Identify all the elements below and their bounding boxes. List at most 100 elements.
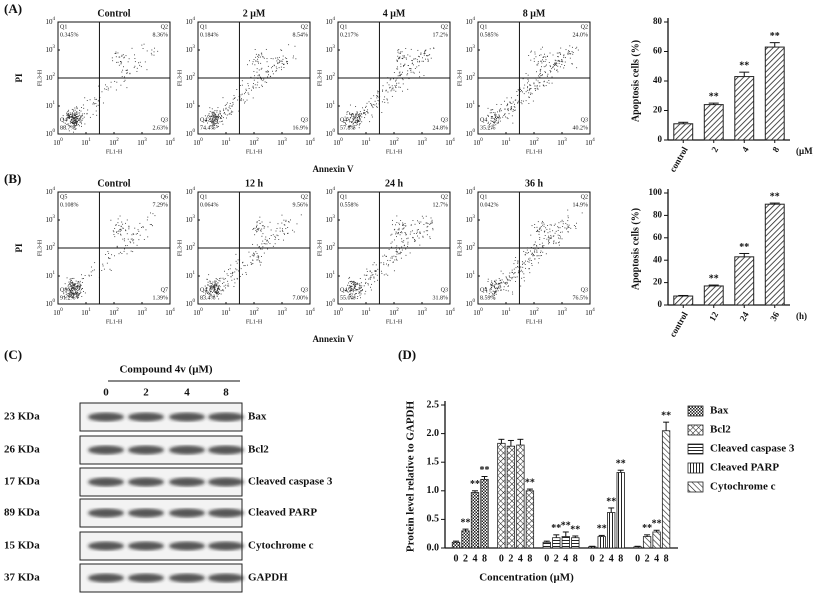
event-dot — [216, 127, 218, 128]
event-dot — [109, 257, 111, 259]
event-dot — [358, 287, 360, 289]
event-dot — [66, 124, 68, 125]
legend-label: Bax — [710, 405, 729, 417]
event-dot — [281, 214, 283, 216]
event-dot — [221, 115, 222, 116]
event-dot — [539, 69, 541, 71]
event-dot — [490, 286, 492, 288]
significance: ** — [470, 479, 480, 490]
event-dot — [363, 285, 365, 287]
x-tick-label: 101 — [81, 138, 91, 146]
tick-base: 10 — [501, 139, 509, 147]
event-dot — [538, 82, 540, 84]
event-dot — [263, 227, 265, 229]
event-dot — [528, 92, 530, 94]
event-dot — [500, 108, 502, 110]
event-dot — [276, 68, 278, 70]
event-dot — [247, 92, 249, 94]
event-dot — [355, 293, 357, 295]
event-dot — [352, 118, 354, 119]
event-dot — [397, 251, 399, 253]
event-dot — [214, 110, 216, 112]
event-dot — [213, 124, 215, 126]
event-dot — [231, 110, 232, 112]
event-dot — [210, 117, 212, 119]
event-dot — [567, 226, 569, 228]
event-dot — [278, 56, 280, 58]
quadrant-name: Q4 — [340, 117, 347, 123]
event-dot — [401, 71, 403, 73]
bar — [561, 536, 570, 549]
event-dot — [69, 294, 71, 296]
event-dot — [287, 227, 289, 228]
event-dot — [221, 121, 223, 122]
event-dot — [82, 115, 83, 117]
event-dot — [523, 262, 525, 264]
event-dot — [504, 282, 506, 284]
event-dot — [120, 63, 122, 65]
event-dot — [352, 113, 354, 115]
event-dot — [109, 268, 111, 270]
event-dot — [382, 89, 384, 91]
event-dot — [143, 239, 145, 240]
event-dot — [530, 234, 532, 236]
event-dot — [73, 117, 74, 119]
event-dot — [424, 53, 426, 55]
event-dot — [216, 293, 218, 295]
event-dot — [259, 261, 261, 263]
event-dot — [373, 95, 375, 97]
event-dot — [517, 100, 519, 102]
event-dot — [246, 99, 248, 101]
event-dot — [496, 122, 498, 124]
event-dot — [368, 278, 370, 280]
event-dot — [422, 236, 424, 238]
event-dot — [565, 57, 566, 59]
event-dot — [366, 111, 368, 112]
event-dot — [391, 224, 393, 226]
event-dot — [511, 103, 513, 104]
lane-label: 2 — [143, 387, 149, 399]
event-dot — [136, 70, 138, 72]
event-dot — [352, 291, 354, 293]
event-dot — [426, 234, 428, 236]
event-dot — [70, 290, 71, 292]
event-dot — [150, 52, 152, 54]
band-size: 89 KDa — [4, 507, 40, 519]
protein-name: Bax — [248, 411, 267, 423]
event-dot — [256, 229, 258, 230]
event-dot — [515, 280, 516, 282]
event-dot — [557, 60, 559, 62]
event-dot — [67, 290, 69, 292]
event-dot — [492, 117, 494, 119]
event-dot — [241, 273, 243, 275]
event-dot — [536, 249, 538, 251]
event-dot — [117, 61, 119, 63]
event-dot — [226, 114, 228, 116]
event-dot — [80, 284, 82, 286]
event-dot — [78, 117, 80, 119]
tick-exponent: 4 — [312, 308, 315, 313]
event-dot — [210, 285, 212, 287]
event-dot — [382, 90, 383, 92]
event-dot — [210, 293, 212, 295]
event-dot — [259, 248, 261, 250]
event-dot — [544, 61, 546, 62]
event-dot — [527, 87, 528, 89]
event-dot — [216, 116, 218, 118]
event-dot — [139, 61, 141, 63]
event-dot — [287, 233, 288, 234]
event-dot — [363, 112, 365, 113]
event-dot — [212, 117, 214, 119]
event-dot — [215, 115, 217, 117]
event-dot — [526, 89, 528, 91]
event-dot — [408, 78, 410, 80]
event-dot — [491, 282, 493, 284]
event-dot — [498, 285, 500, 287]
quadrant-value: 0.585% — [480, 32, 499, 38]
quadrant-value: 88.7% — [60, 125, 76, 131]
event-dot — [69, 112, 71, 114]
event-dot — [348, 282, 350, 284]
event-dot — [95, 103, 97, 104]
event-dot — [267, 248, 269, 250]
event-dot — [553, 240, 555, 242]
